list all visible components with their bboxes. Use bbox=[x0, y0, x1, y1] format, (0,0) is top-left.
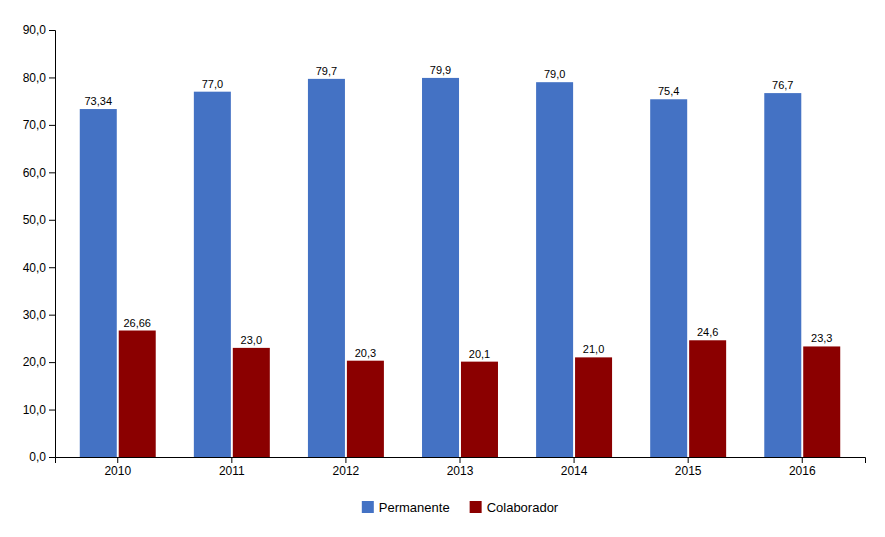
tick-mark bbox=[345, 457, 346, 463]
tick-label: 70,0 bbox=[23, 118, 47, 132]
tick-mark bbox=[49, 410, 55, 411]
tick-label: 2016 bbox=[789, 464, 816, 478]
tick-label: 50,0 bbox=[23, 213, 47, 227]
tick-label: 2013 bbox=[447, 464, 474, 478]
series bbox=[119, 331, 841, 457]
data-label: 73,34 bbox=[85, 95, 113, 107]
data-label: 79,9 bbox=[430, 64, 451, 76]
bar bbox=[575, 357, 612, 457]
tick-mark bbox=[574, 457, 575, 463]
tick: 2013 bbox=[447, 457, 474, 478]
bar bbox=[80, 109, 117, 457]
bar bbox=[194, 92, 231, 457]
chart: 0,0 10,0 20,0 30,0 40,0 50,0 60,0 70,0 80,0 90,0 2… bbox=[0, 0, 885, 537]
bar bbox=[764, 93, 801, 457]
tick-label: 0,0 bbox=[29, 450, 46, 464]
legend-item: Permanente bbox=[362, 500, 450, 515]
tick: 2012 bbox=[333, 457, 360, 478]
tick: 2010 bbox=[104, 457, 131, 478]
data-label: 23,0 bbox=[241, 334, 262, 346]
data-label: 79,7 bbox=[316, 65, 337, 77]
bar bbox=[308, 79, 345, 457]
tick-label: 10,0 bbox=[23, 403, 47, 417]
data-label: 26,66 bbox=[123, 317, 151, 329]
tick-label: 30,0 bbox=[23, 308, 47, 322]
tick: 2011 bbox=[219, 457, 245, 478]
tick-label: 2015 bbox=[675, 464, 702, 478]
tick-mark bbox=[49, 77, 55, 78]
legend-label: Permanente bbox=[379, 500, 450, 515]
bar bbox=[119, 331, 156, 457]
tick: 10,0 bbox=[23, 403, 55, 417]
tick-label: 2012 bbox=[333, 464, 360, 478]
tick-mark bbox=[117, 457, 118, 463]
tick-label: 2014 bbox=[561, 464, 588, 478]
tick: 70,0 bbox=[23, 118, 55, 132]
tick: 0,0 bbox=[29, 450, 55, 464]
series bbox=[80, 78, 802, 457]
x-axis: 2010 2011 2012 2013 2014 2015 2016 bbox=[56, 457, 866, 478]
tick-label: 2011 bbox=[219, 464, 245, 478]
data-label: 79,0 bbox=[544, 68, 565, 80]
tick: 2016 bbox=[789, 457, 816, 478]
tick-label: 2010 bbox=[104, 464, 131, 478]
tick-mark bbox=[49, 125, 55, 126]
tick-mark bbox=[49, 362, 55, 363]
tick-mark bbox=[802, 457, 803, 463]
bar bbox=[347, 361, 384, 457]
data-label: 20,1 bbox=[469, 348, 490, 360]
tick: 2014 bbox=[561, 457, 588, 478]
tick-label: 40,0 bbox=[23, 261, 47, 275]
tick-label: 90,0 bbox=[23, 23, 47, 37]
tick-mark bbox=[460, 457, 461, 463]
legend-label: Colaborador bbox=[487, 500, 559, 515]
axis-line bbox=[56, 458, 866, 464]
bar bbox=[689, 340, 726, 457]
bar bbox=[650, 99, 687, 457]
data-label: 20,3 bbox=[355, 347, 376, 359]
bar bbox=[422, 78, 459, 457]
tick: 30,0 bbox=[23, 308, 55, 322]
tick: 80,0 bbox=[23, 71, 55, 85]
tick: 40,0 bbox=[23, 261, 55, 275]
tick-mark bbox=[49, 30, 55, 31]
tick-label: 60,0 bbox=[23, 166, 47, 180]
data-label: 77,0 bbox=[202, 78, 223, 90]
data-label: 76,7 bbox=[772, 79, 793, 91]
tick-mark bbox=[49, 315, 55, 316]
tick-mark bbox=[49, 457, 55, 458]
legend: Permanente Colaborador bbox=[362, 500, 559, 515]
data-labels: 73,34 77,0 79,7 79,9 79,0 75,4 76,7 26,66 23,0 20… bbox=[85, 64, 833, 360]
bar bbox=[233, 348, 270, 457]
tick-label: 80,0 bbox=[23, 71, 47, 85]
tick-mark bbox=[49, 172, 55, 173]
legend-swatch bbox=[470, 501, 482, 513]
data-label: 21,0 bbox=[583, 343, 604, 355]
y-axis: 0,0 10,0 20,0 30,0 40,0 50,0 60,0 70,0 80,0 90,0 bbox=[23, 23, 56, 464]
bars bbox=[80, 78, 840, 457]
legend-item: Colaborador bbox=[470, 500, 559, 515]
tick: 90,0 bbox=[23, 23, 55, 37]
tick: 50,0 bbox=[23, 213, 55, 227]
tick-mark bbox=[49, 267, 55, 268]
axis-line bbox=[49, 31, 56, 458]
legend-swatch bbox=[362, 501, 374, 513]
tick-label: 20,0 bbox=[23, 355, 47, 369]
bar bbox=[461, 362, 498, 457]
plot: 0,0 10,0 20,0 30,0 40,0 50,0 60,0 70,0 80,0 90,0 2… bbox=[23, 23, 866, 477]
bar bbox=[803, 346, 840, 457]
tick: 20,0 bbox=[23, 355, 55, 369]
tick: 60,0 bbox=[23, 166, 55, 180]
tick-mark bbox=[231, 457, 232, 463]
tick: 2015 bbox=[675, 457, 702, 478]
bar bbox=[536, 82, 573, 457]
tick-mark bbox=[49, 220, 55, 221]
tick-mark bbox=[688, 457, 689, 463]
data-label: 24,6 bbox=[697, 326, 718, 338]
data-label: 23,3 bbox=[811, 332, 832, 344]
data-label: 75,4 bbox=[658, 85, 679, 97]
